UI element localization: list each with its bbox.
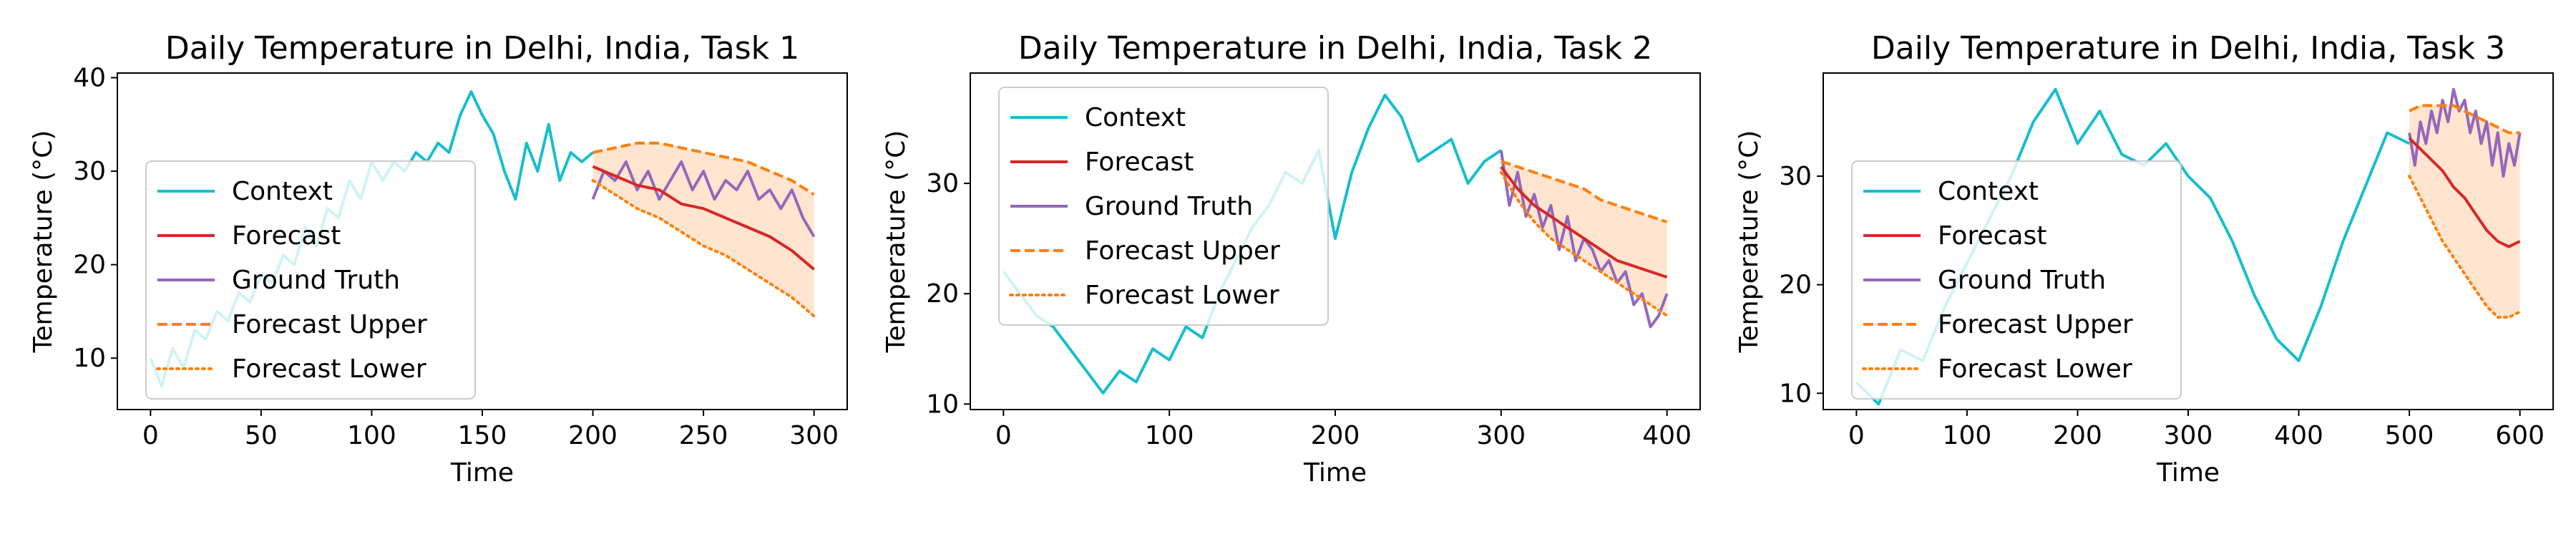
- legend: Context Forecast Ground Truth Forecast Uppe…: [145, 160, 476, 400]
- x-tick-label: 300: [2164, 421, 2213, 450]
- legend-forecast-upper: Forecast Upper: [1863, 310, 2133, 339]
- y-tick-label: 30: [926, 169, 959, 198]
- legend-context: Context: [157, 177, 333, 206]
- legend-label: Forecast Lower: [1938, 354, 2132, 384]
- x-tick-label: 400: [1642, 421, 1692, 450]
- x-tick-label: 0: [142, 421, 159, 450]
- chart-title: Daily Temperature in Delhi, India, Task …: [165, 30, 799, 67]
- x-tick-label: 100: [1943, 421, 1992, 450]
- legend-label: Forecast Lower: [232, 354, 426, 384]
- legend-frame: [1851, 160, 2182, 400]
- x-tick-label: 0: [995, 421, 1012, 450]
- y-axis-label: Temperature (°C): [1735, 130, 1764, 354]
- legend: Context Forecast Ground Truth Forecast Uppe…: [998, 87, 1329, 326]
- forecast-line: [592, 165, 815, 271]
- forecast-lower-line: [1499, 170, 1669, 317]
- forecast-upper-line: [2409, 104, 2520, 135]
- y-tick-label: 30: [73, 157, 106, 186]
- legend-label: Context: [1938, 177, 2039, 206]
- x-tick-label: 200: [568, 421, 618, 450]
- y-tick-label: 10: [926, 390, 959, 419]
- forecast-lower-line: [2408, 175, 2522, 319]
- x-tick-label: 250: [679, 421, 728, 450]
- y-tick-label: 10: [73, 344, 106, 373]
- y-axis-label: Temperature (°C): [29, 130, 58, 354]
- x-tick-label: 400: [2274, 421, 2323, 450]
- y-tick-label: 30: [1779, 162, 1812, 191]
- legend-label: Forecast Upper: [1938, 310, 2133, 339]
- legend-label: Ground Truth: [232, 266, 400, 295]
- x-tick-label: 100: [347, 421, 396, 450]
- legend-label: Forecast: [1085, 147, 1194, 177]
- chart-title: Daily Temperature in Delhi, India, Task …: [1018, 30, 1652, 67]
- x-tick-label: 50: [245, 421, 278, 450]
- forecast-upper-line: [1501, 160, 1668, 223]
- x-tick-label: 150: [458, 421, 507, 450]
- legend-forecast-upper: Forecast Upper: [157, 310, 427, 339]
- x-tick-label: 200: [2053, 421, 2102, 450]
- legend-forecast-lower: Forecast Lower: [156, 354, 426, 384]
- legend-label: Context: [1085, 103, 1186, 132]
- chart-panel-3: Daily Temperature in Delhi, India, Task …: [1735, 30, 2554, 488]
- legend: Context Forecast Ground Truth Forecast Uppe…: [1851, 160, 2182, 400]
- x-tick-label: 500: [2385, 421, 2434, 450]
- legend-forecast-lower: Forecast Lower: [1009, 281, 1279, 310]
- x-axis-label: Time: [2156, 458, 2220, 488]
- legend-context: Context: [1010, 103, 1186, 132]
- legend-forecast-lower: Forecast Lower: [1862, 354, 2132, 384]
- legend-label: Forecast: [1938, 221, 2046, 251]
- legend-label: Forecast Upper: [1085, 236, 1280, 266]
- forecast-line: [1500, 165, 1668, 279]
- chart-title: Daily Temperature in Delhi, India, Task …: [1871, 30, 2505, 67]
- forecast-lower-line: [591, 179, 816, 318]
- legend-label: Forecast: [232, 221, 341, 251]
- x-tick-label: 0: [1848, 421, 1865, 450]
- x-tick-label: 100: [1145, 421, 1194, 450]
- legend-label: Ground Truth: [1085, 192, 1253, 221]
- x-axis-label: Time: [1303, 458, 1367, 488]
- forecast-line: [2408, 137, 2521, 248]
- ground-truth-line: [2408, 87, 2522, 178]
- legend-ground-truth: Ground Truth: [1010, 192, 1253, 221]
- legend-label: Ground Truth: [1938, 266, 2106, 295]
- legend-forecast: Forecast: [157, 221, 341, 251]
- legend-forecast: Forecast: [1863, 221, 2046, 251]
- legend-forecast-upper: Forecast Upper: [1010, 236, 1280, 266]
- y-tick-label: 20: [1779, 271, 1812, 300]
- x-tick-label: 200: [1311, 421, 1360, 450]
- legend-label: Forecast Lower: [1085, 281, 1279, 310]
- y-tick-label: 20: [926, 279, 959, 309]
- x-tick-label: 300: [789, 421, 839, 450]
- legend-ground-truth: Ground Truth: [1863, 266, 2106, 295]
- y-tick-label: 40: [73, 64, 106, 93]
- legend-label: Context: [232, 177, 333, 206]
- chart-panel-2: Daily Temperature in Delhi, India, Task …: [882, 30, 1701, 488]
- y-tick-label: 10: [1779, 379, 1812, 408]
- legend-forecast: Forecast: [1010, 147, 1194, 177]
- legend-context: Context: [1863, 177, 2039, 206]
- forecast-upper-line: [592, 141, 815, 196]
- chart-panel-1: Daily Temperature in Delhi, India, Task …: [29, 30, 848, 488]
- y-axis-label: Temperature (°C): [882, 130, 911, 354]
- legend-ground-truth: Ground Truth: [157, 266, 400, 295]
- x-axis-label: Time: [450, 458, 514, 488]
- legend-label: Forecast Upper: [232, 310, 427, 339]
- legend-frame: [998, 87, 1329, 326]
- legend-frame: [145, 160, 476, 400]
- ground-truth-line: [591, 160, 816, 238]
- y-tick-label: 20: [73, 251, 106, 280]
- x-tick-label: 300: [1476, 421, 1526, 450]
- x-tick-label: 600: [2495, 421, 2545, 450]
